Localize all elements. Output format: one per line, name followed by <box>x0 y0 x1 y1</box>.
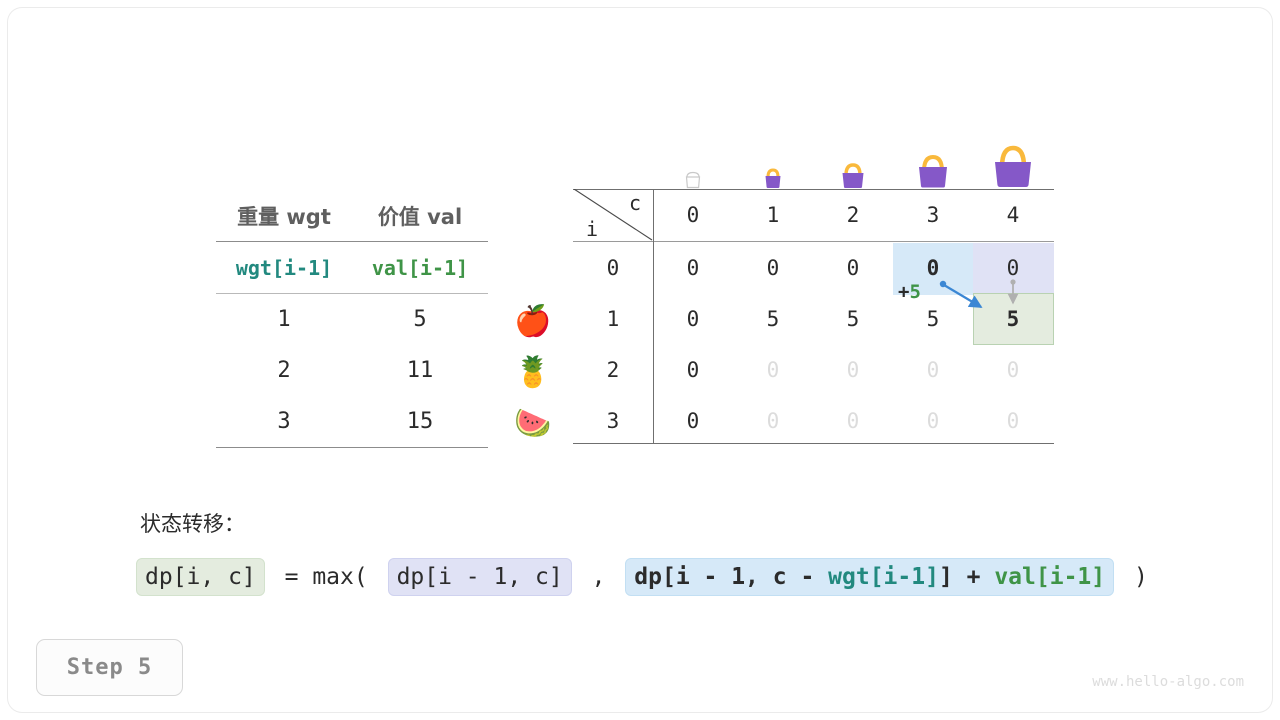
formula-option-b: dp[i - 1, c - wgt[i-1]] + val[i-1] <box>625 558 1115 596</box>
vertical-arrow-origin-dot <box>1010 279 1016 285</box>
items-table-divider-bottom <box>216 447 488 448</box>
items-header-wgt: 重量 wgt <box>237 204 331 229</box>
dp-row-header-2: 2 <box>606 358 620 382</box>
item-1-val: 5 <box>413 307 427 332</box>
dp-table-line-header <box>573 241 1054 242</box>
items-header-val: 价值 val <box>377 204 463 229</box>
item-icons-column: 🍎 🍍 🍉 <box>505 296 561 449</box>
dp-cell-3-2: 0 <box>846 409 860 433</box>
bag-empty-icon <box>653 171 733 189</box>
dp-cell-1-1: 5 <box>766 307 780 331</box>
items-subheader-wgt: wgt[i-1] <box>235 255 333 280</box>
dp-table: c i 0 1 2 3 4 0 1 2 3 0 0 0 0 0 0 5 5 5 … <box>573 135 1054 445</box>
watermark: www.hello-algo.com <box>1092 674 1244 690</box>
bag-icons-row <box>573 135 1054 189</box>
dp-cell-1-2: 5 <box>846 307 860 331</box>
dp-cell-2-2: 0 <box>846 358 860 382</box>
item-3-val: 15 <box>406 409 434 434</box>
items-table-header-row: 重量 wgt 价值 val <box>216 190 488 241</box>
formula-option-b-wgt: wgt[i-1] <box>828 564 939 590</box>
formula-separator: , <box>577 564 620 590</box>
dp-cell-2-0: 0 <box>686 358 700 382</box>
dp-cell-0-0: 0 <box>686 256 700 280</box>
dp-corner-col-label: c <box>628 191 641 215</box>
bag-size-3-icon <box>893 149 973 189</box>
items-table-row: 2 11 <box>216 345 488 396</box>
dp-cell-3-1: 0 <box>766 409 780 433</box>
items-table-subheader-row: wgt[i-1] val[i-1] <box>216 242 488 293</box>
items-table-divider-top <box>216 241 488 242</box>
dp-cell-3-3: 0 <box>926 409 940 433</box>
dp-cell-2-4: 0 <box>1006 358 1020 382</box>
pineapple-emoji: 🍍 <box>514 354 552 390</box>
formula-option-a: dp[i - 1, c] <box>387 558 572 596</box>
dp-row-header-1: 1 <box>606 307 620 331</box>
items-table: 重量 wgt 价值 val wgt[i-1] val[i-1] 1 5 2 11… <box>216 190 488 448</box>
dp-cell-3-0: 0 <box>686 409 700 433</box>
dp-cell-1-4: 5 <box>1006 307 1020 331</box>
item-1-wgt: 1 <box>277 307 291 332</box>
apple-emoji: 🍎 <box>514 303 552 339</box>
highlight-cell-0-3 <box>893 243 973 295</box>
state-transition-label: 状态转移： <box>140 512 245 536</box>
step-badge: Step 5 <box>36 639 183 696</box>
plus-value: 5 <box>909 281 921 303</box>
dp-cell-2-1: 0 <box>766 358 780 382</box>
dp-table-line-vertical <box>653 189 654 444</box>
formula-target: dp[i, c] <box>136 558 265 596</box>
plus-sign: + <box>898 281 910 303</box>
dp-corner-row-label: i <box>586 217 599 241</box>
dp-cell-2-3: 0 <box>926 358 940 382</box>
item-2-val: 11 <box>406 358 434 383</box>
dp-cell-1-0: 0 <box>686 307 700 331</box>
dp-row-header-0: 0 <box>606 256 620 280</box>
formula-close-paren: ) <box>1120 564 1148 590</box>
dp-cell-0-3: 0 <box>926 256 940 280</box>
item-2-wgt: 2 <box>277 358 291 383</box>
dp-table-line-bottom <box>573 443 1054 444</box>
dp-col-header-2: 2 <box>846 203 860 227</box>
dp-col-header-3: 3 <box>926 203 940 227</box>
transition-arrows <box>939 279 1019 308</box>
items-table-row: 3 15 <box>216 396 488 447</box>
dp-cell-1-3: 5 <box>926 307 940 331</box>
formula-option-b-prefix: dp[i - 1, c - <box>634 564 829 590</box>
dp-col-header-0: 0 <box>686 203 700 227</box>
dp-cell-0-2: 0 <box>846 256 860 280</box>
bag-size-4-icon <box>973 139 1053 189</box>
state-transition-formula: dp[i, c] = max( dp[i - 1, c] , dp[i - 1,… <box>136 558 1154 596</box>
dp-cell-3-4: 0 <box>1006 409 1020 433</box>
watermelon-emoji: 🍉 <box>514 405 552 441</box>
formula-equals-max: = max( <box>270 564 382 590</box>
dp-cell-0-1: 0 <box>766 256 780 280</box>
bag-size-2-icon <box>813 159 893 189</box>
dp-col-header-4: 4 <box>1006 203 1020 227</box>
items-subheader-val: val[i-1] <box>371 255 469 280</box>
diagonal-transition-arrow <box>943 284 983 308</box>
items-table-divider-mid <box>216 293 488 294</box>
dp-table-corner-header: c i <box>573 189 653 241</box>
items-table-row: 1 5 <box>216 294 488 345</box>
plus-value-annotation: +5 <box>898 281 921 303</box>
item-3-wgt: 3 <box>277 409 291 434</box>
formula-option-b-val: val[i-1] <box>994 564 1106 590</box>
dp-row-header-3: 3 <box>606 409 620 433</box>
formula-option-b-mid: ] + <box>938 564 995 590</box>
bag-size-1-icon <box>733 165 813 189</box>
dp-table-line-top <box>573 189 1054 190</box>
dp-col-header-1: 1 <box>766 203 780 227</box>
dp-cell-0-4: 0 <box>1006 256 1020 280</box>
